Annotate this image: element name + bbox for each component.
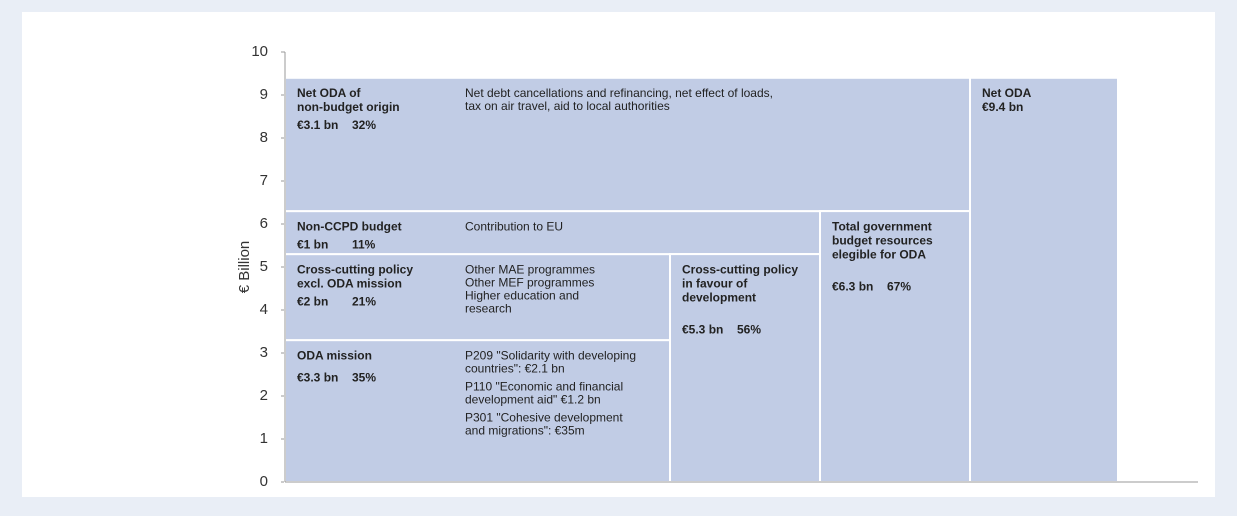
block-note: Net debt cancellations and refinancing, …	[465, 86, 773, 100]
block-note: research	[465, 301, 512, 315]
block-share: 56%	[737, 322, 761, 336]
y-tick-label: 2	[260, 387, 268, 404]
block-amount: €5.3 bn	[682, 322, 723, 336]
block	[969, 76, 1119, 484]
block-amount: €3.3 bn	[297, 370, 338, 384]
block-note: P110 "Economic and financial	[465, 379, 623, 393]
y-tick-label: 0	[260, 473, 268, 490]
block-note: Higher education and	[465, 288, 579, 302]
block-note: tax on air travel, aid to local authorit…	[465, 99, 670, 113]
block-name: budget resources	[832, 233, 933, 247]
block-name: non-budget origin	[297, 100, 400, 114]
block-note: P209 "Solidarity with developing	[465, 348, 636, 362]
y-tick-label: 5	[260, 258, 268, 275]
block-name: development	[682, 290, 756, 304]
block-name: excl. ODA mission	[297, 276, 402, 290]
block	[669, 253, 821, 483]
block-note: and migrations": €35m	[465, 423, 585, 437]
block-share: 21%	[352, 294, 376, 308]
y-tick-label: 4	[260, 301, 268, 318]
block-note: countries": €2.1 bn	[465, 361, 565, 375]
y-tick-label: 1	[260, 430, 268, 447]
block-name: Cross-cutting policy	[297, 262, 413, 276]
block-name: ODA mission	[297, 348, 372, 362]
block-share: 67%	[887, 279, 911, 293]
y-tick-label: 10	[251, 43, 268, 60]
block-name: Net ODA of	[297, 86, 362, 100]
block-share: 32%	[352, 118, 376, 132]
y-tick-label: 3	[260, 344, 268, 361]
block-amount: €9.4 bn	[982, 100, 1023, 114]
block-note: Other MEF programmes	[465, 275, 594, 289]
block-note: P301 "Cohesive development	[465, 410, 623, 424]
block-name: elegible for ODA	[832, 247, 926, 261]
y-tick-label: 8	[260, 129, 268, 146]
block-name: Net ODA	[982, 86, 1032, 100]
block-share: 35%	[352, 370, 376, 384]
block-name: Cross-cutting policy	[682, 262, 798, 276]
block-note: Contribution to EU	[465, 219, 563, 233]
block-amount: €3.1 bn	[297, 118, 338, 132]
block-name: in favour of	[682, 276, 748, 290]
block-note: Other MAE programmes	[465, 262, 595, 276]
y-tick-label: 7	[260, 172, 268, 189]
block-amount: €6.3 bn	[832, 279, 873, 293]
y-tick-label: 9	[260, 86, 268, 103]
block-amount: €1 bn	[297, 237, 328, 251]
block-name: Total government	[832, 219, 932, 233]
y-tick-label: 6	[260, 215, 268, 232]
block	[819, 210, 971, 483]
y-axis-label: € Billion	[236, 241, 253, 294]
block-note: development aid" €1.2 bn	[465, 392, 601, 406]
block-amount: €2 bn	[297, 294, 328, 308]
block-name: Non-CCPD budget	[297, 219, 402, 233]
block-share: 11%	[352, 237, 376, 251]
